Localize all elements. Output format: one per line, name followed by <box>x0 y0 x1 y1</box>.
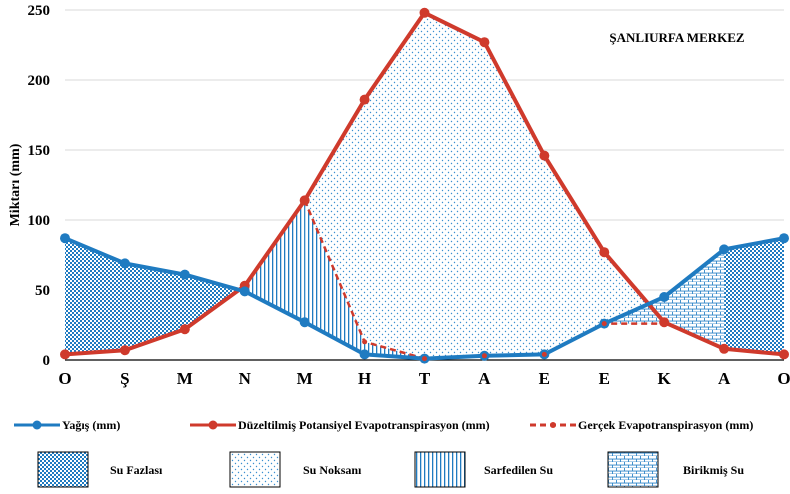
legend-label: Yağış (mm) <box>62 418 120 432</box>
x-tick-label: A <box>478 369 491 388</box>
x-tick-label: T <box>419 369 431 388</box>
y-tick-label: 50 <box>35 283 50 299</box>
data-point-pet <box>419 7 430 18</box>
data-point-yagis <box>359 349 370 360</box>
y-tick-label: 0 <box>43 353 51 369</box>
data-point-yagis <box>239 286 250 297</box>
data-point-gercek-et <box>601 321 607 327</box>
y-axis: 0 50 100 150 200 250 <box>28 3 51 369</box>
legend-swatch-marker <box>208 420 218 430</box>
data-point-pet <box>479 37 490 48</box>
x-tick-label: O <box>58 369 71 388</box>
x-tick-label: N <box>239 369 252 388</box>
x-tick-label: K <box>658 369 672 388</box>
region-sarfedilen-su <box>304 200 425 359</box>
region-su-fazlasi <box>724 238 784 355</box>
legend-region-swatch <box>414 451 466 488</box>
y-axis-label: Miktarı (mm) <box>8 143 23 226</box>
chart-title: ŞANLIURFA MERKEZ <box>609 30 745 45</box>
data-point-yagis <box>779 233 789 244</box>
region-su-noksani <box>304 12 665 359</box>
data-point-yagis <box>179 269 190 280</box>
data-point-gercek-et <box>481 353 487 359</box>
legend-region-label: Su Fazlası <box>110 463 163 477</box>
legend-swatch-marker <box>32 420 42 430</box>
data-point-pet <box>119 345 130 356</box>
data-point-pet <box>60 349 70 360</box>
data-point-yagis <box>659 292 670 302</box>
x-tick-label: E <box>539 369 550 388</box>
y-tick-label: 200 <box>28 73 51 89</box>
data-point-pet <box>539 150 550 161</box>
legend-label: Gerçek Evapotranspirasyon (mm) <box>578 418 753 432</box>
legend-label: Düzeltilmiş Potansiyel Evapotranspirasyo… <box>238 418 490 432</box>
series-markers <box>60 7 789 364</box>
data-point-pet <box>599 247 610 258</box>
legend: Yağış (mm) Düzeltilmiş Potansiyel Evapotr… <box>14 418 753 488</box>
x-tick-label: M <box>177 369 193 388</box>
x-tick-label: H <box>358 369 371 388</box>
data-point-pet <box>779 349 789 360</box>
data-point-pet <box>299 195 310 206</box>
legend-region-swatch <box>37 451 89 488</box>
data-point-yagis <box>719 244 730 255</box>
data-point-yagis <box>299 317 310 328</box>
data-point-pet <box>179 324 190 335</box>
data-point-gercek-et <box>362 339 368 345</box>
y-tick-label: 150 <box>28 143 51 159</box>
legend-region-swatch <box>607 451 659 488</box>
x-tick-label: Ş <box>120 369 129 388</box>
legend-region-label: Birikmiş Su <box>683 463 744 477</box>
region-su-fazlasi <box>65 238 240 355</box>
data-point-gercek-et <box>541 351 547 357</box>
x-tick-label: O <box>777 369 790 388</box>
data-point-yagis <box>119 258 130 269</box>
legend-region-label: Sarfedilen Su <box>484 463 553 477</box>
data-point-pet <box>719 343 730 354</box>
x-tick-label: E <box>599 369 610 388</box>
data-point-yagis <box>60 233 70 244</box>
y-tick-label: 250 <box>28 3 51 19</box>
data-point-pet <box>359 94 370 105</box>
legend-region-label: Su Noksanı <box>303 463 362 477</box>
y-tick-label: 100 <box>28 213 51 229</box>
region-sarfedilen-su <box>241 200 305 323</box>
x-tick-label: A <box>718 369 731 388</box>
legend-region-swatch <box>229 451 281 488</box>
data-point-gercek-et <box>422 356 427 362</box>
legend-swatch-marker <box>550 422 556 428</box>
x-tick-label: M <box>297 369 313 388</box>
data-point-gercek-et <box>661 321 667 327</box>
plot-regions <box>65 12 784 359</box>
